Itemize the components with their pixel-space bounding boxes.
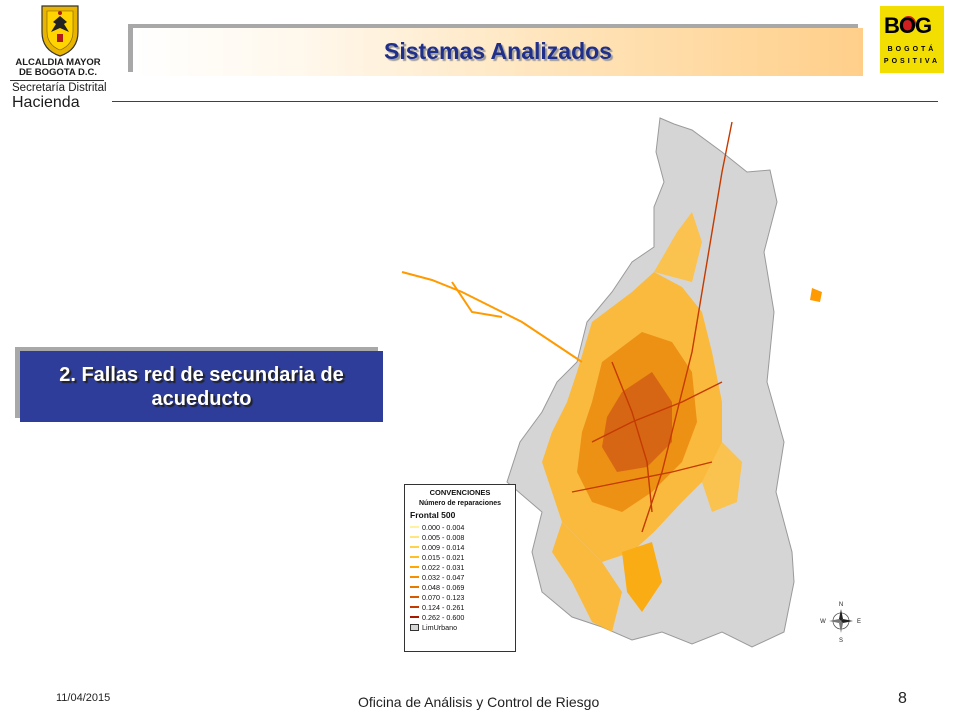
legend-field: Frontal 500 (410, 510, 456, 520)
bogota-positiva-logo: BOG BOGOTÁ POSITIVA (880, 6, 944, 73)
legend-row: 0.032 - 0.047 (405, 572, 515, 582)
crest-line-2: DE BOGOTA D.C. (18, 67, 98, 78)
legend-swatch (410, 576, 419, 578)
legend-row: 0.022 - 0.031 (405, 562, 515, 572)
legend-swatch (410, 546, 419, 548)
legend-range-label: 0.022 - 0.031 (422, 562, 465, 572)
legend-range-label: 0.000 - 0.004 (422, 522, 465, 532)
compass-s: S (839, 638, 843, 644)
legend-row: 0.070 - 0.123 (405, 592, 515, 602)
page-number: 8 (898, 690, 907, 707)
legend-swatch (410, 556, 419, 558)
legend-range-label: 0.009 - 0.014 (422, 542, 465, 552)
system-label-line-1: 2. Fallas red de secundaria de (59, 364, 344, 386)
legend-row: 0.009 - 0.014 (405, 542, 515, 552)
legend-subtitle: Número de reparaciones (418, 500, 502, 507)
legend-range-label: 0.048 - 0.069 (422, 582, 465, 592)
system-label: 2. Fallas red de secundaria de acueducto (20, 363, 383, 411)
crest-divider (10, 80, 104, 81)
bog-subline-2: POSITIVA (883, 58, 941, 65)
alcaldia-logo: ALCALDIA MAYOR DE BOGOTA D.C. Secretaría… (6, 2, 110, 111)
legend-range-label: 0.005 - 0.008 (422, 532, 465, 542)
legend-class-list: 0.000 - 0.004 0.005 - 0.008 0.009 - 0.014 0… (405, 522, 515, 622)
system-label-box: 2. Fallas red de secundaria de acueducto (20, 351, 383, 422)
legend-row: 0.124 - 0.261 (405, 602, 515, 612)
crest-line-1: ALCALDIA MAYOR (15, 57, 101, 68)
western-branch (401, 271, 583, 363)
legend-row: 0.005 - 0.008 (405, 532, 515, 542)
eastern-branch (810, 288, 822, 302)
legend-swatch (410, 586, 419, 588)
compass-n: N (839, 602, 843, 608)
legend-boundary-row: LimUrbano (405, 622, 515, 632)
slide-date: 11/04/2015 (56, 692, 111, 704)
legend-range-label: 0.124 - 0.261 (422, 602, 465, 612)
main-pipelines (571, 121, 733, 533)
legend-range-label: 0.015 - 0.021 (422, 552, 465, 562)
legend-boundary-label: LimUrbano (422, 622, 458, 632)
legend-range-label: 0.032 - 0.047 (422, 572, 465, 582)
map-legend: CONVENCIONES Número de reparaciones Fron… (404, 484, 516, 652)
compass-e: E (857, 619, 861, 625)
crest-line-4: Hacienda (12, 94, 80, 111)
legend-range-label: 0.070 - 0.123 (422, 592, 465, 602)
red-cross-icon (901, 16, 916, 31)
slide-title: Sistemas Analizados (384, 38, 612, 64)
legend-swatch (410, 566, 419, 568)
legend-swatch (410, 616, 419, 618)
legend-row: 0.262 - 0.600 (405, 612, 515, 622)
compass-rose-icon: N S W E (820, 602, 861, 644)
compass-w: W (820, 619, 826, 625)
coat-of-arms-icon (41, 5, 79, 57)
legend-row: 0.000 - 0.004 (405, 522, 515, 532)
water-network-failure-map (401, 117, 822, 648)
legend-swatch (410, 536, 419, 538)
legend-range-label: 0.262 - 0.600 (422, 612, 465, 622)
legend-row: 0.048 - 0.069 (405, 582, 515, 592)
header-divider (112, 101, 938, 102)
bog-subline-1: BOGOTÁ (887, 46, 937, 53)
legend-swatch (410, 606, 419, 608)
bog-wordmark: BOG (884, 13, 932, 38)
legend-boundary-swatch (410, 623, 419, 631)
system-label-line-2: acueducto (151, 388, 252, 410)
legend-title: CONVENCIONES (429, 488, 491, 497)
legend-swatch (410, 596, 419, 598)
crest-line-3: Secretaría Distrital (12, 82, 107, 94)
office-name: Oficina de Análisis y Control de Riesgo (358, 694, 600, 710)
slide-title-bar: Sistemas Analizados (133, 28, 863, 76)
legend-swatch (410, 526, 419, 528)
legend-row: 0.015 - 0.021 (405, 552, 515, 562)
